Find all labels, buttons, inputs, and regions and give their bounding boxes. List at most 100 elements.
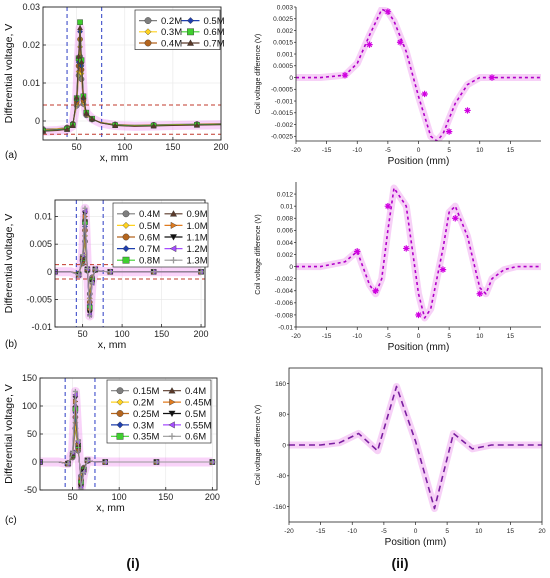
x-tick-label: 10: [475, 528, 483, 535]
y-axis-label: Differential voltage, V: [3, 214, 15, 314]
data-point-0.7M: [83, 110, 90, 116]
x-tick-label: 150: [154, 329, 169, 339]
x-tick-label: 200: [205, 492, 220, 502]
x-tick-label: 15: [507, 333, 515, 340]
error-band: [296, 184, 541, 322]
x-tick-label: 150: [158, 492, 173, 502]
y-tick-label: -80: [277, 473, 287, 480]
legend-label-0.7M: 0.7M: [139, 244, 160, 255]
legend-marker-0.4M: [144, 39, 152, 47]
legend-label-1.0M: 1.0M: [187, 221, 208, 232]
x-axis-label: x, mm: [98, 339, 127, 351]
left-column: 50 100 150 200 0 0.01 0.02 0.03 x, mm Differentia…: [3, 2, 229, 526]
x-tick-label: 0: [417, 147, 421, 154]
part-label-ii: (ii): [391, 555, 408, 571]
y-tick-label: 80: [279, 412, 287, 419]
y-tick-label: 0.0015: [273, 40, 293, 47]
error-band: [289, 382, 542, 513]
legend-label-0.6M: 0.6M: [139, 232, 160, 243]
data-point-0.7M: [77, 24, 83, 31]
y-tick-label: 0.01: [22, 78, 40, 88]
data-point-marker: [476, 290, 483, 297]
y-tick-label: 0.008: [277, 216, 294, 223]
data-point-1.3M: [151, 269, 157, 275]
x-tick-label: 150: [165, 142, 180, 152]
legend-marker-0.4M: [122, 210, 130, 218]
legend-marker-0.4M: [168, 387, 176, 394]
data-point-marker: [384, 8, 392, 15]
legend-marker-0.5M: [187, 17, 194, 25]
legend-marker-0.15M: [116, 387, 124, 395]
y-tick-label: 0.01: [34, 212, 52, 222]
y-tick-label: -50: [24, 485, 37, 495]
data-point-0.7M: [73, 94, 80, 100]
legend-marker-0.6M: [168, 433, 176, 440]
panel-label: (b): [5, 339, 17, 350]
legend: 0.2M0.3M0.4M 0.5M0.6M0.7M: [134, 9, 225, 50]
series-line: [296, 187, 541, 319]
legend-label-1.3M: 1.3M: [187, 256, 208, 267]
y-tick-label: 150: [22, 373, 37, 383]
x-tick-label: -5: [385, 147, 391, 154]
legend-marker-0.9M: [169, 210, 178, 217]
y-tick-label: 0.012: [277, 191, 294, 198]
data-point-marker: [421, 90, 428, 98]
legend-marker-0.25M: [116, 410, 124, 417]
x-tick-label: 15: [507, 147, 515, 154]
x-tick-label: 100: [112, 492, 127, 502]
y-tick-label: -160: [273, 504, 286, 511]
chart-coil-voltage-a: -20 -15 -10 -5 0 5 10 15 -0.0025 -0.002 -0.0015 -0.…: [255, 4, 541, 167]
plot-area: [40, 378, 216, 490]
legend-label-0.5M: 0.5M: [139, 221, 160, 232]
x-tick-label: -20: [284, 528, 294, 535]
y-tick-label: 0.006: [277, 228, 294, 235]
x-tick-label: -10: [353, 147, 363, 154]
y-tick-label: 0.004: [277, 240, 294, 247]
x-axis-label: x, mm: [100, 152, 129, 164]
y-tick-label: -0.001: [275, 98, 294, 105]
x-tick-label: 5: [447, 333, 451, 340]
legend-marker-0.6M: [187, 28, 194, 36]
chart-coil-voltage-b: -20 -15 -10 -5 0 5 10 15 -0.01 -0.008 -0.006 -0.004…: [255, 182, 541, 353]
data-point-marker: [341, 71, 349, 79]
y-tick-label: -0.004: [275, 288, 294, 295]
data-point-0.6M: [70, 449, 76, 455]
data-point-marker: [366, 41, 373, 48]
y-tick-label: 0: [35, 116, 40, 126]
legend-marker-0.7M: [122, 245, 130, 253]
data-point-1.3M: [107, 269, 113, 275]
y-tick-label: 100: [22, 401, 37, 411]
legend-label-0.2M: 0.2M: [161, 16, 182, 27]
data-point-1.3M: [87, 313, 93, 319]
data-point-0.7M: [78, 59, 85, 65]
x-tick-label: -5: [381, 528, 387, 535]
x-tick-label: -15: [322, 333, 332, 340]
error-band: [296, 7, 541, 141]
chart-coil-voltage-c: -20 -15 -10 -5 0 5 10 15 20 -160 -80 0 80 160 Position…: [255, 367, 546, 548]
data-point-0.6M: [65, 461, 71, 467]
y-tick-label: 50: [27, 429, 37, 439]
data-point-marker: [384, 202, 392, 210]
legend-marker-1.1M: [169, 234, 178, 241]
x-axis-label: Position (mm): [388, 156, 450, 167]
data-point-0.6M: [209, 459, 215, 465]
x-tick-label: -15: [316, 528, 326, 535]
data-point-1.3M: [80, 252, 86, 258]
data-point-0.7M: [69, 122, 76, 128]
legend-box: [112, 202, 209, 268]
data-point-marker: [372, 287, 379, 294]
data-point-1.3M: [84, 265, 90, 272]
y-tick-label: -0.006: [275, 300, 294, 307]
legend-label-0.25M: 0.25M: [133, 409, 159, 420]
legend-marker-0.3M: [144, 28, 152, 36]
data-point-marker: [396, 39, 404, 46]
x-tick-label: -20: [291, 147, 301, 154]
y-tick-label: 0.002: [277, 28, 294, 35]
x-axis-label: x, mm: [96, 502, 125, 514]
legend-marker-0.5M: [168, 410, 176, 418]
legend-label-0.55M: 0.55M: [185, 420, 211, 431]
legend-marker-0.45M: [169, 398, 176, 406]
x-tick-label: -5: [385, 333, 391, 340]
x-tick-label: -20: [291, 333, 301, 340]
